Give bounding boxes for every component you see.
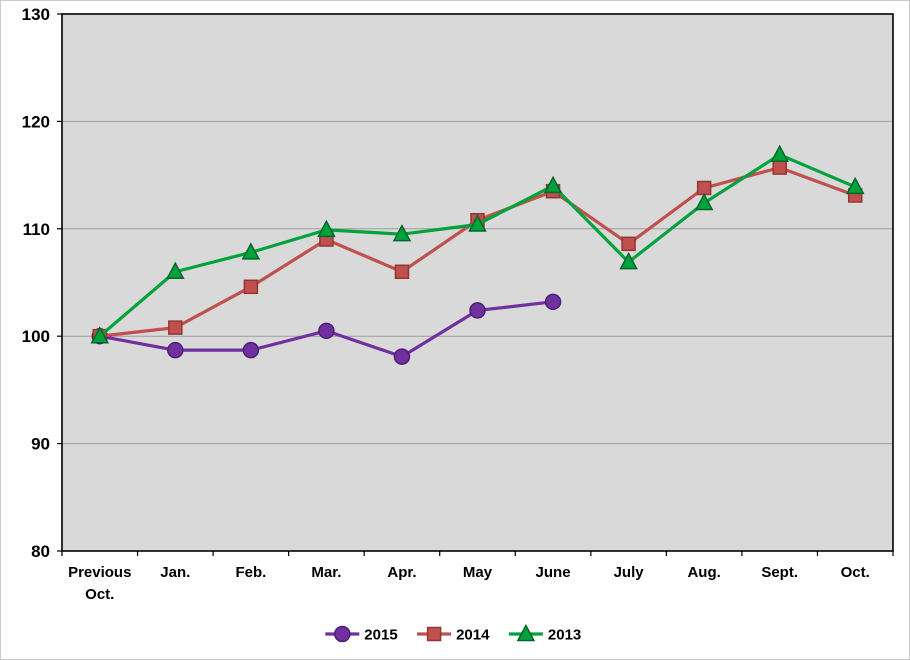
y-axis-label-110: 110: [23, 220, 50, 239]
x-axis-label-2: Feb.: [235, 564, 266, 581]
y-axis-label-130: 130: [22, 5, 50, 24]
series-2013: [90, 144, 865, 344]
marker-circle: [334, 625, 351, 643]
marker-circle: [393, 348, 411, 365]
x-axis-label-6: June: [536, 564, 571, 581]
marker-triangle: [845, 176, 865, 195]
x-axis-label-1: Jan.: [160, 564, 190, 581]
plot-border: [61, 13, 894, 552]
legend-label-2015: 2015: [364, 627, 397, 644]
marker-square: [168, 320, 183, 335]
marker-square: [772, 160, 787, 175]
marker-circle: [544, 293, 562, 311]
x-axis-label-9: Sept.: [761, 564, 798, 581]
y-axis-label-100: 100: [22, 327, 50, 346]
x-axis-label-5: May: [463, 564, 493, 581]
marker-triangle: [694, 192, 714, 211]
plot-area: [62, 14, 893, 551]
legend-item-2014: 2014: [417, 627, 490, 644]
marker-triangle: [241, 242, 261, 260]
legend-label-2013: 2013: [548, 627, 581, 644]
marker-triangle: [543, 175, 563, 194]
marker-square: [696, 180, 712, 196]
marker-circle: [318, 322, 335, 340]
marker-triangle: [468, 214, 487, 232]
y-axis-label-90: 90: [31, 435, 50, 454]
y-axis-label-80: 80: [31, 542, 50, 561]
y-axis-label-120: 120: [22, 112, 50, 131]
marker-square: [243, 279, 259, 295]
marker-triangle: [392, 224, 412, 242]
legend-item-2013: 2013: [508, 623, 581, 644]
marker-circle: [242, 341, 260, 359]
legend: 2015 2014 2013: [325, 623, 581, 644]
marker-triangle: [90, 326, 110, 344]
x-axis-label-10: Oct.: [841, 564, 870, 581]
x-axis-label-8: Aug.: [687, 564, 720, 581]
x-axis-label-0: Previous Oct.: [68, 564, 131, 603]
x-axis-label-4: Apr.: [387, 564, 416, 581]
marker-circle: [469, 302, 486, 319]
legend-label-2014: 2014: [456, 627, 490, 644]
marker-triangle: [166, 261, 185, 280]
x-axis-label-7: July: [614, 564, 645, 581]
marker-triangle: [516, 623, 536, 642]
marker-square: [394, 264, 410, 280]
marker-triangle: [317, 219, 336, 238]
legend-item-2015: 2015: [325, 625, 398, 644]
marker-triangle: [619, 252, 638, 270]
marker-square: [621, 236, 636, 252]
x-axis-label-3: Mar.: [311, 564, 341, 581]
marker-triangle: [770, 144, 789, 162]
marker-square: [426, 626, 442, 642]
marker-circle: [167, 341, 184, 359]
